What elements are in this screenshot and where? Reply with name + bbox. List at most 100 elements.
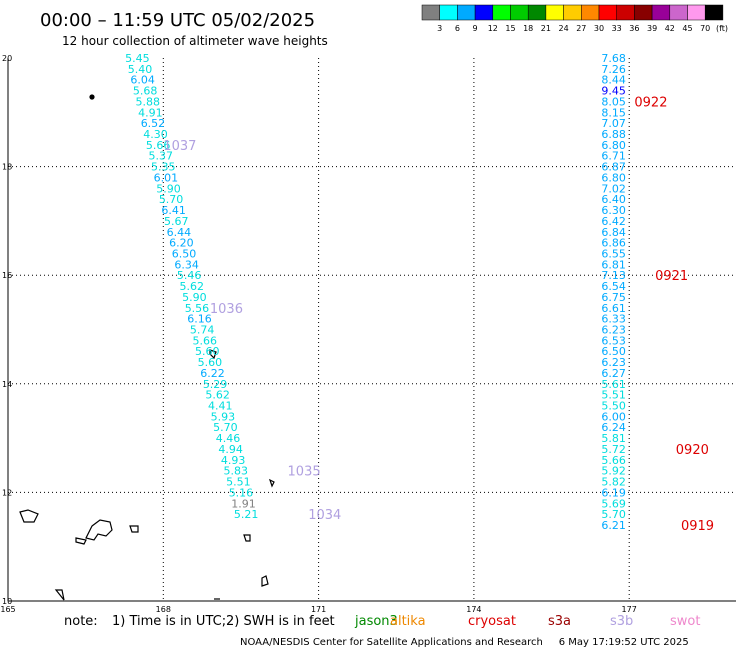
wave-height-label: 5.16 <box>229 486 254 499</box>
island <box>209 349 217 360</box>
wave-height-label: 7.02 <box>601 182 626 195</box>
wave-height-label: 1.91 <box>231 497 256 510</box>
wave-height-label: 5.83 <box>224 465 249 478</box>
wave-height-label: 4.30 <box>143 128 168 141</box>
colorbar-swatch <box>474 4 494 21</box>
wave-height-label: 4.46 <box>216 432 241 445</box>
satellite-legend-item: swot <box>670 614 700 629</box>
x-tick-label: 165 <box>0 605 15 614</box>
wave-height-label: 6.33 <box>601 313 626 326</box>
y-tick-label: 12 <box>2 488 12 497</box>
plot-frame <box>8 58 736 601</box>
colorbar-tick-label: 33 <box>612 24 622 33</box>
colorbar-tick-label: 9 <box>473 24 478 33</box>
y-tick-label: 10 <box>2 597 12 606</box>
wave-height-label: 5.51 <box>601 389 626 402</box>
grid <box>8 58 736 601</box>
y-tick-label: 16 <box>2 271 12 280</box>
wave-height-label: 6.23 <box>601 324 626 337</box>
colorbar-tick-label: 42 <box>665 24 675 33</box>
wave-height-label: 6.50 <box>172 247 197 260</box>
note-label: note: <box>64 614 98 629</box>
wave-height-label: 6.00 <box>601 410 626 423</box>
wave-height-label: 6.01 <box>154 171 179 184</box>
wave-height-label: 5.37 <box>148 150 173 163</box>
wave-height-label: 5.60 <box>198 356 223 369</box>
x-tick-labels: 165 168 171 174 177 <box>0 605 636 614</box>
wave-height-label: 6.22 <box>200 367 225 380</box>
wave-height-label: 6.53 <box>601 334 626 347</box>
wave-height-label: 6.23 <box>601 356 626 369</box>
wave-height-label: 7.26 <box>601 63 626 76</box>
wave-height-label: 6.41 <box>161 204 186 217</box>
y-tick-label: 14 <box>2 380 12 389</box>
colorbar-swatch <box>457 4 476 21</box>
colorbar-swatch <box>581 4 600 21</box>
wave-height-label: 6.34 <box>174 258 199 271</box>
pass-time-label: 1035 <box>288 465 321 480</box>
colorbar-unit: (ft) <box>716 24 728 33</box>
wave-height-label: 5.40 <box>128 63 153 76</box>
colorbar-swatch <box>510 4 529 21</box>
wave-height-label: 6.19 <box>601 486 626 499</box>
wave-height-label: 6.61 <box>601 302 626 315</box>
colorbar-tick-label: 18 <box>523 24 533 33</box>
wave-height-label: 9.45 <box>601 85 626 98</box>
wave-height-label: 6.81 <box>601 258 626 271</box>
colorbar-tick-label: 21 <box>541 24 551 33</box>
note-item-time: 1) Time is in UTC; <box>112 614 226 629</box>
y-tick-labels: 20 18 16 14 12 10 <box>2 54 12 606</box>
y-tick-label: 18 <box>2 163 12 172</box>
wave-height-label: 5.90 <box>156 182 181 195</box>
colorbar-swatch <box>616 4 635 21</box>
wave-height-label: 5.60 <box>195 345 220 358</box>
colorbar-swatch <box>669 4 688 21</box>
y-tick-label: 20 <box>2 54 12 63</box>
wave-height-label: 4.91 <box>138 106 163 119</box>
colorbar-swatch <box>634 4 653 21</box>
wave-height-label: 5.51 <box>226 476 251 489</box>
colorbar-tick-label: 6 <box>455 24 460 33</box>
satellite-legend-item: cryosat <box>468 614 516 629</box>
wave-height-label: 5.46 <box>177 269 202 282</box>
pass-time-label: 0921 <box>655 269 688 284</box>
island <box>75 537 87 545</box>
colorbar-swatch <box>687 4 706 21</box>
x-tick-label: 174 <box>466 605 481 614</box>
island-outlines <box>19 94 275 601</box>
wave-height-label: 5.62 <box>180 280 205 293</box>
colorbar-swatch <box>563 4 582 21</box>
wave-height-label: 6.84 <box>601 226 626 239</box>
pass-time-label: 1036 <box>210 302 243 317</box>
wave-height-label: 6.55 <box>601 247 626 260</box>
wave-height-label: 5.66 <box>146 139 171 152</box>
wave-height-label: 5.62 <box>205 389 230 402</box>
wave-height-label: 5.66 <box>601 454 626 467</box>
wave-height-label: 4.93 <box>221 454 246 467</box>
wave-height-label: 6.52 <box>141 117 166 130</box>
colorbar-tick-label: 24 <box>559 24 569 33</box>
wave-height-label: 6.54 <box>601 280 626 293</box>
island <box>243 534 251 542</box>
data-points: 5.455.406.045.685.884.916.524.305.665.37… <box>125 52 626 532</box>
island <box>54 589 65 601</box>
pass-time-label: 0920 <box>676 443 709 458</box>
wave-height-label: 5.66 <box>192 334 217 347</box>
wave-height-label: 5.72 <box>601 443 626 456</box>
wave-height-label: 6.44 <box>167 226 192 239</box>
wave-height-label: 6.42 <box>601 215 626 228</box>
satellite-legend-item: altika <box>390 614 426 629</box>
island <box>89 94 95 100</box>
wave-height-label: 5.69 <box>601 497 626 510</box>
wave-height-label: 5.50 <box>601 400 626 413</box>
colorbar-tick-label: 3 <box>437 24 442 33</box>
wave-height-label: 5.82 <box>601 476 626 489</box>
colorbar-tick-label: 36 <box>629 24 639 33</box>
wave-height-label: 5.61 <box>601 378 626 391</box>
plot-area: 165 168 171 174 177 20 18 16 14 12 10 5.455.406.0… <box>0 52 736 614</box>
island <box>261 575 269 587</box>
wave-height-label: 5.74 <box>190 324 215 337</box>
wave-height-label: 7.13 <box>601 269 626 282</box>
wave-height-label: 5.68 <box>133 85 158 98</box>
